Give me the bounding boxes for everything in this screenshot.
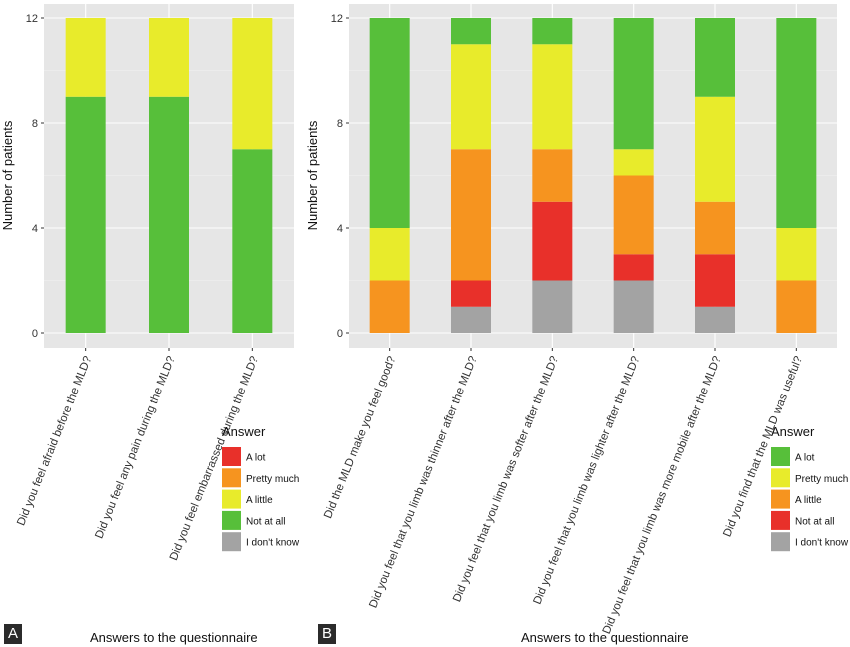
- legend-label: Not at all: [795, 516, 834, 527]
- bar-segment-a-little: [776, 280, 817, 333]
- bar-segment-a-little: [149, 18, 189, 97]
- legend-key: [222, 510, 241, 530]
- legend: Answer A lot Pretty much A little Not at all…: [222, 424, 300, 552]
- bar-segment-a-little: [232, 18, 273, 150]
- legend-title: Answer: [222, 424, 266, 439]
- bar-segment-pretty-much: [695, 96, 735, 202]
- y-tick-label: 12: [331, 13, 343, 25]
- bar-segment-pretty-much: [532, 44, 573, 150]
- legend-key: [771, 447, 790, 466]
- y-tick-label: 4: [337, 223, 343, 235]
- y-tick-label: 4: [32, 223, 38, 235]
- bar-segment-i-don-t-know: [451, 306, 491, 333]
- y-tick-label: 8: [337, 118, 343, 130]
- bar-segment-a-little: [613, 175, 654, 255]
- bar-segment-not-at-all: [451, 280, 491, 307]
- legend-title: Answer: [771, 424, 815, 439]
- bar-segment-not-at-all: [232, 149, 273, 333]
- legend-key: [222, 447, 241, 466]
- bar-segment-not-at-all: [532, 201, 573, 281]
- bar-segment-i-don-t-know: [532, 280, 573, 333]
- y-tick-label: 0: [32, 328, 38, 340]
- bar-segment-pretty-much: [613, 149, 654, 176]
- bar-segment-a-lot: [532, 18, 573, 45]
- legend-key: [222, 468, 241, 488]
- legend-key: [771, 510, 790, 530]
- bar-segment-not-at-all: [149, 96, 189, 333]
- y-tick-label: 8: [32, 118, 38, 130]
- bar-segment-a-little: [65, 18, 106, 97]
- bar-segment-a-lot: [695, 18, 735, 97]
- panel-a-label: A: [4, 624, 22, 644]
- x-category-label: Did you feel that you limb was softer af…: [451, 355, 561, 604]
- bar-segment-a-lot: [776, 18, 817, 228]
- x-category-label: Did you feel afraid before the MLD?: [15, 355, 94, 528]
- legend-label: I don't know: [795, 538, 849, 549]
- bar-segment-not-at-all: [65, 96, 106, 333]
- bar-segment-a-lot: [613, 18, 654, 150]
- bar-segment-a-lot: [369, 18, 410, 228]
- legend-label: Pretty much: [246, 474, 299, 485]
- x-category-label: Did you feel any pain during the MLD?: [93, 355, 177, 541]
- panel-b: 0 4 8 12 Did the MLD make you feel good? Did …: [305, 4, 849, 636]
- legend-label: Not at all: [246, 516, 285, 527]
- panel-b-label: B: [318, 624, 336, 644]
- bar-segment-pretty-much: [451, 44, 491, 150]
- legend-label: I don't know: [246, 538, 300, 549]
- bar-segment-i-don-t-know: [613, 280, 654, 333]
- legend-label: Pretty much: [795, 474, 848, 485]
- plot-background: [349, 4, 837, 348]
- bar-segment-a-lot: [451, 18, 491, 45]
- x-category-label: Did the MLD make you feel good?: [322, 355, 398, 521]
- legend-label: A lot: [246, 453, 266, 464]
- legend-key: [771, 532, 790, 552]
- legend-key: [771, 468, 790, 488]
- panel-a: 0 4 8 12 Did you feel afraid before the MLD?…: [0, 4, 300, 562]
- y-axis-title: Number of patients: [0, 120, 15, 230]
- y-tick-label: 12: [26, 13, 38, 25]
- bar-segment-not-at-all: [613, 254, 654, 281]
- legend: Answer A lot Pretty much A little Not at all…: [771, 424, 849, 552]
- bar-segment-pretty-much: [776, 228, 817, 281]
- bar-segment-a-little: [369, 280, 410, 333]
- legend-key: [222, 489, 241, 509]
- x-category-label: Did you find that the MLD was useful?: [721, 355, 805, 539]
- legend-key: [222, 532, 241, 552]
- y-axis-title: Number of patients: [305, 120, 320, 230]
- bar-segment-a-little: [451, 149, 491, 281]
- bar-segment-i-don-t-know: [695, 306, 735, 333]
- bar-segment-not-at-all: [695, 254, 735, 307]
- bar-segment-a-little: [532, 149, 573, 202]
- panel-b-xlabel: Answers to the questionnaire: [521, 630, 689, 645]
- panel-a-xlabel: Answers to the questionnaire: [90, 630, 258, 645]
- y-tick-label: 0: [337, 328, 343, 340]
- legend-label: A lot: [795, 453, 815, 464]
- legend-label: A little: [246, 495, 273, 506]
- legend-key: [771, 489, 790, 509]
- bar-segment-pretty-much: [369, 228, 410, 281]
- legend-label: A little: [795, 495, 822, 506]
- bar-segment-a-little: [695, 201, 735, 255]
